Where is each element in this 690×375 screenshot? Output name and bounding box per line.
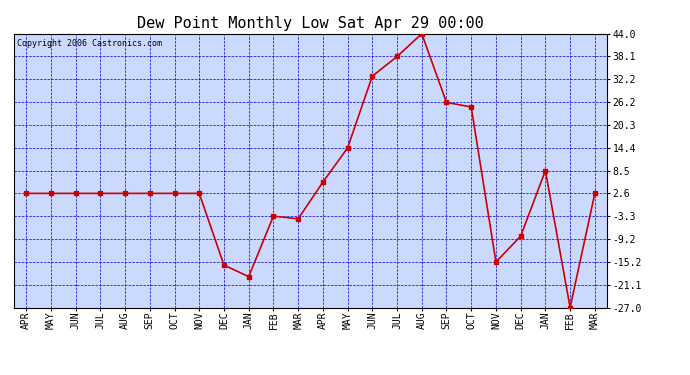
Title: Dew Point Monthly Low Sat Apr 29 00:00: Dew Point Monthly Low Sat Apr 29 00:00 [137,16,484,31]
Text: Copyright 2006 Castronics.com: Copyright 2006 Castronics.com [17,39,161,48]
